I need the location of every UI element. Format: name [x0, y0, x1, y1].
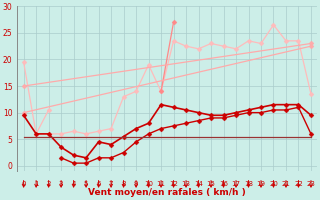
- X-axis label: Vent moyen/en rafales ( km/h ): Vent moyen/en rafales ( km/h ): [88, 188, 246, 197]
